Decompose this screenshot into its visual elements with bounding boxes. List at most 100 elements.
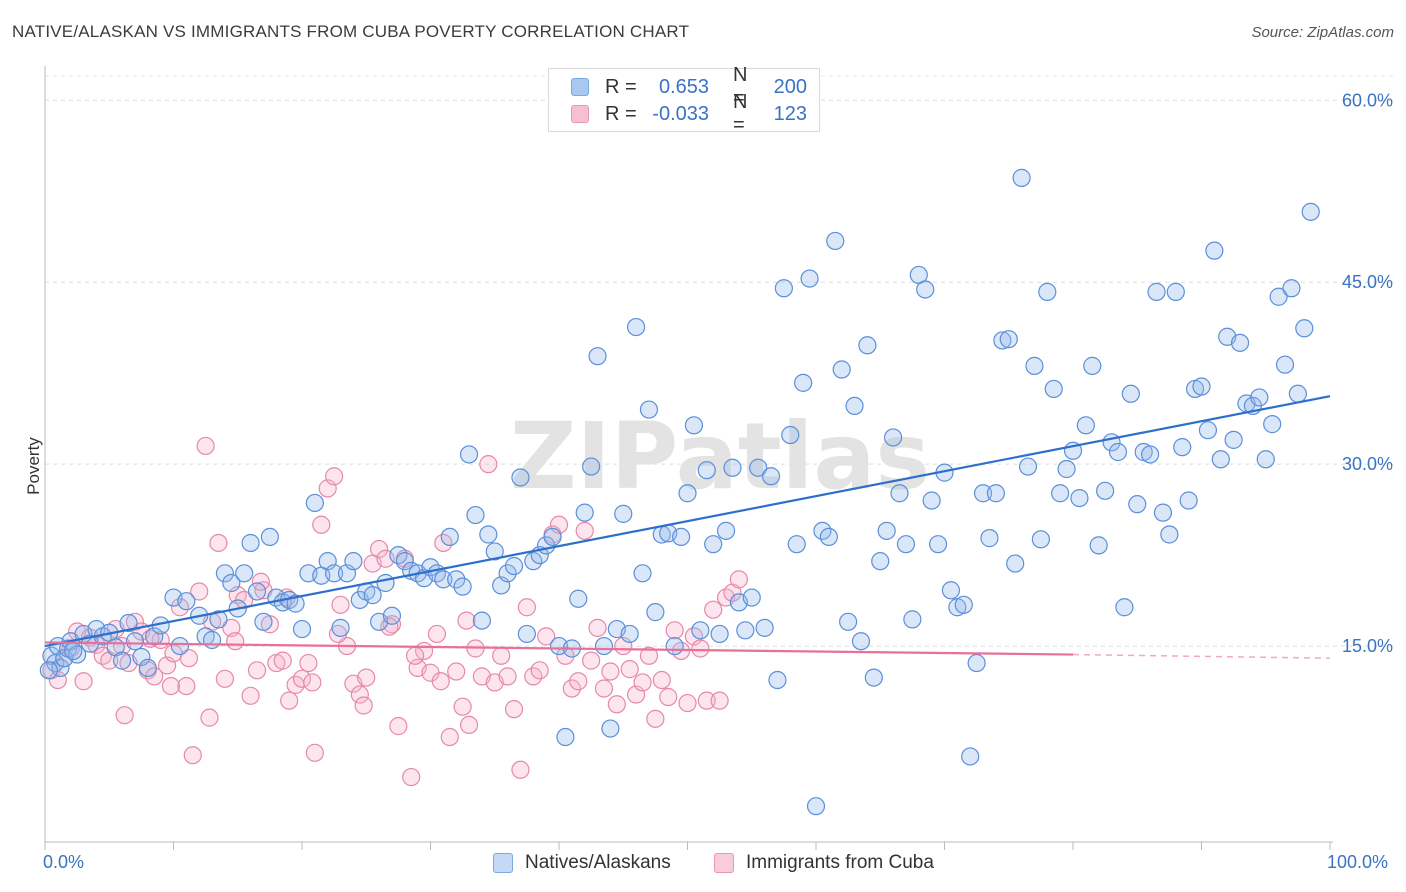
y-axis-label: Poverty xyxy=(24,437,43,495)
legend-row-cuba: R = -0.033 N = 123 xyxy=(571,91,807,136)
data-point-natives xyxy=(511,468,530,487)
data-point-cuba xyxy=(447,662,466,681)
data-point-natives xyxy=(119,613,138,633)
data-point-cuba xyxy=(299,653,318,673)
data-point-natives xyxy=(787,535,806,554)
data-point-natives xyxy=(472,611,491,630)
data-point-cuba xyxy=(710,691,729,710)
data-point-natives xyxy=(1051,484,1070,503)
data-point-natives xyxy=(633,564,652,583)
data-point-cuba xyxy=(179,649,199,668)
data-point-cuba xyxy=(620,660,639,679)
data-point-cuba xyxy=(575,521,594,540)
data-point-natives xyxy=(1275,355,1295,374)
data-point-cuba xyxy=(247,661,267,680)
data-point-cuba xyxy=(402,767,421,787)
data-point-natives xyxy=(800,269,819,288)
data-point-natives xyxy=(626,317,646,337)
data-point-natives xyxy=(967,653,986,673)
legend-r-value: 0.653 xyxy=(658,75,709,98)
data-point-natives xyxy=(922,491,941,510)
data-point-natives xyxy=(1006,554,1025,573)
data-point-natives xyxy=(1173,438,1192,457)
data-point-natives xyxy=(1211,450,1230,469)
data-point-cuba xyxy=(370,539,389,559)
data-point-natives xyxy=(1038,282,1057,301)
data-point-natives xyxy=(716,521,736,540)
data-point-cuba xyxy=(177,676,196,696)
data-point-natives xyxy=(1288,384,1307,403)
data-point-cuba xyxy=(183,746,202,765)
data-point-natives xyxy=(1147,282,1166,301)
data-point-natives xyxy=(1205,241,1224,260)
data-point-natives xyxy=(1018,457,1038,476)
data-point-natives xyxy=(466,505,485,525)
trend-line-cuba-extension xyxy=(1072,653,1331,659)
bottom-legend-natives: Natives/Alaskans xyxy=(493,852,671,874)
data-point-natives xyxy=(1140,445,1160,464)
data-point-cuba xyxy=(215,669,234,688)
y-tick-labels: 15.0% 30.0% 45.0% 60.0% xyxy=(1342,90,1393,656)
chart-title: NATIVE/ALASKAN VS IMMIGRANTS FROM CUBA P… xyxy=(12,22,690,41)
data-point-cuba xyxy=(588,618,607,637)
data-point-natives xyxy=(614,504,633,523)
chart-source: Source: ZipAtlas.com xyxy=(1251,24,1394,41)
data-point-natives xyxy=(755,618,774,637)
data-point-natives xyxy=(1295,319,1314,338)
data-point-natives xyxy=(871,552,890,571)
data-point-cuba xyxy=(665,621,684,640)
data-point-natives xyxy=(1089,536,1108,555)
data-point-cuba xyxy=(380,617,399,636)
data-point-cuba xyxy=(251,572,270,591)
data-point-cuba xyxy=(273,651,292,670)
data-point-cuba xyxy=(226,632,245,651)
data-point-natives xyxy=(498,564,517,583)
data-point-natives xyxy=(51,658,70,677)
data-point-natives xyxy=(749,458,768,477)
bottom-legend-label-natives: Natives/Alaskans xyxy=(525,852,671,873)
data-point-natives xyxy=(363,586,382,605)
data-point-natives xyxy=(1070,488,1089,508)
data-point-cuba xyxy=(594,679,614,698)
data-point-cuba xyxy=(161,676,181,696)
data-point-natives xyxy=(1263,415,1282,434)
data-point-cuba xyxy=(325,467,344,486)
data-point-cuba xyxy=(196,436,215,456)
data-point-natives xyxy=(39,661,58,680)
data-point-natives xyxy=(864,668,883,687)
data-point-natives xyxy=(678,484,697,503)
data-point-cuba xyxy=(389,717,408,736)
data-point-cuba xyxy=(504,700,524,719)
watermark: ZIPatlas xyxy=(510,403,930,510)
data-point-natives xyxy=(620,624,639,644)
data-point-cuba xyxy=(492,646,511,665)
data-point-natives xyxy=(1250,388,1269,407)
data-point-natives xyxy=(440,527,459,547)
data-point-natives xyxy=(710,624,729,644)
data-point-natives xyxy=(575,503,594,522)
data-point-cuba xyxy=(280,691,299,710)
data-point-natives xyxy=(1160,525,1179,544)
data-point-natives xyxy=(742,588,761,607)
data-point-natives xyxy=(646,603,665,622)
data-point-natives xyxy=(170,636,190,656)
data-point-natives xyxy=(1115,598,1134,617)
data-point-natives xyxy=(235,564,254,583)
data-point-cuba xyxy=(652,670,671,690)
data-point-natives xyxy=(292,619,312,639)
data-point-natives xyxy=(145,627,164,646)
data-point-cuba xyxy=(556,646,575,665)
data-point-cuba xyxy=(453,697,472,716)
data-point-cuba xyxy=(517,598,536,617)
data-point-cuba xyxy=(125,612,145,631)
data-point-natives xyxy=(993,331,1012,350)
data-point-natives xyxy=(260,527,279,547)
legend-n-label: N = xyxy=(733,91,748,136)
data-point-natives xyxy=(1083,356,1102,375)
data-point-natives xyxy=(594,636,614,656)
y-tick-label: 45.0% xyxy=(1342,272,1393,292)
data-point-natives xyxy=(517,624,536,644)
data-point-cuba xyxy=(312,515,331,534)
data-point-cuba xyxy=(678,693,697,713)
correlation-legend: R = 0.653 N = 200 R = -0.033 N = 123 xyxy=(548,64,820,136)
